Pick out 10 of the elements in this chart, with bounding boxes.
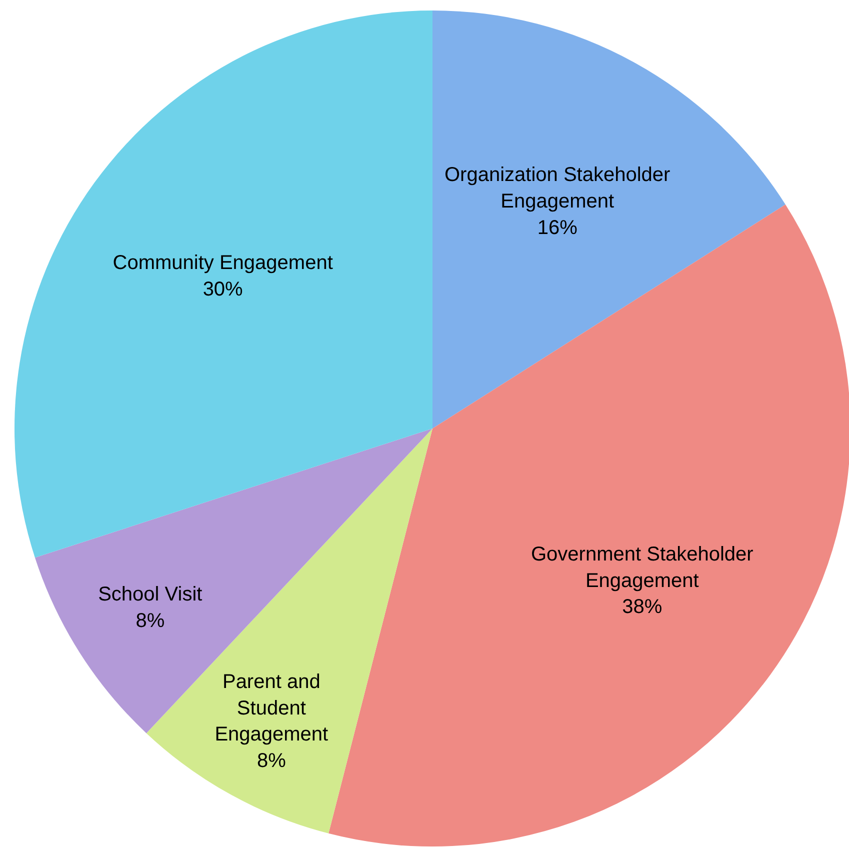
slice-label: School Visit [98, 583, 203, 606]
data-label: 8% [136, 610, 165, 632]
slice-label: Organization Stakeholder Engagement [444, 164, 671, 212]
data-label: 8% [256, 750, 286, 772]
data-label: 16% [537, 216, 578, 239]
data-label: 30% [202, 278, 244, 300]
slice-label: Community Engagement [112, 252, 334, 274]
slice-label: Government Stakeholder Engagement [530, 543, 754, 592]
data-label: 38% [622, 596, 662, 618]
slice-label: Parent and Student Engagement [214, 670, 329, 746]
